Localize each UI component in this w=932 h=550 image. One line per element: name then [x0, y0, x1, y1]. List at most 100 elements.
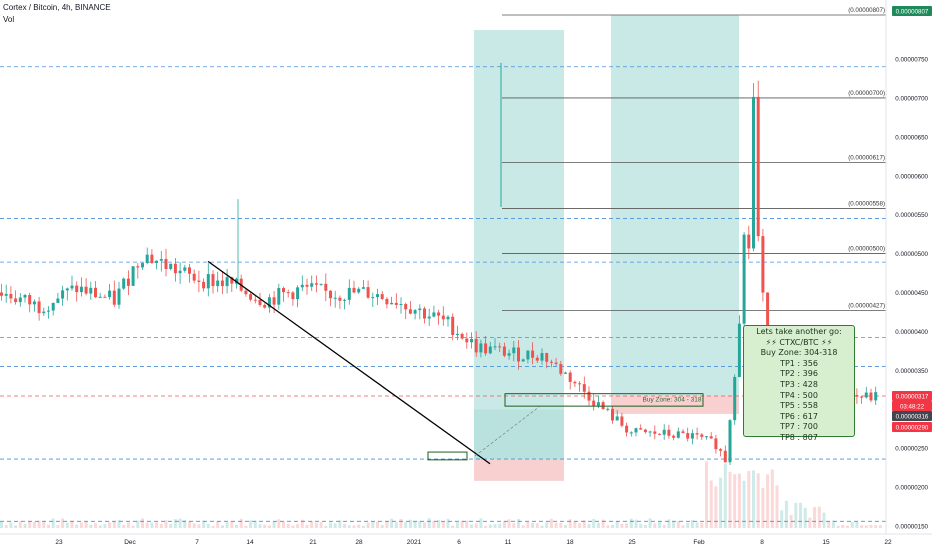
volume-bar	[799, 502, 802, 528]
candle-body	[84, 286, 88, 294]
candle-body	[719, 449, 723, 451]
candle-body	[249, 294, 253, 300]
volume-bar	[296, 524, 300, 528]
candle-body	[343, 299, 347, 301]
volume-bar	[202, 520, 206, 528]
note-line: TP1 : 356	[780, 358, 818, 368]
volume-bar	[366, 522, 370, 528]
time-tick-label: Dec	[124, 539, 136, 546]
price-tag	[892, 411, 932, 422]
price-tag-text: 03:48:22	[900, 404, 925, 411]
volume-bar	[822, 512, 826, 528]
candle-body	[23, 295, 27, 298]
candle-body	[244, 290, 248, 295]
note-line: TP8 : 807	[780, 432, 818, 442]
price-tag	[892, 391, 932, 402]
volume-bar	[51, 518, 55, 528]
volume-bar	[507, 519, 511, 528]
volume-bar	[869, 524, 873, 528]
volume-bar	[89, 524, 93, 528]
candle-body	[9, 293, 13, 299]
volume-bar	[752, 470, 755, 528]
candle-body	[253, 299, 257, 301]
volume-bar	[775, 485, 779, 528]
volume-bar	[451, 525, 455, 528]
volume-bar	[676, 521, 680, 528]
candle-body	[319, 283, 323, 285]
volume-bar	[343, 523, 347, 528]
target-label: (0.00000700)	[848, 90, 885, 97]
volume-bar	[465, 520, 469, 528]
volume-bar	[136, 520, 140, 528]
candle-body	[277, 288, 281, 305]
candle-body	[131, 266, 135, 286]
candle-body	[216, 280, 220, 287]
volume-indicator-label[interactable]: Vol	[3, 15, 15, 24]
volume-bar	[173, 519, 177, 528]
volume-bar	[399, 518, 403, 528]
chart-title: Cortex / Bitcoin, 4h, BINANCE	[3, 3, 111, 12]
volume-bar	[484, 525, 488, 528]
candle-body	[507, 353, 511, 356]
candle-body	[498, 346, 502, 348]
candle-body	[502, 346, 506, 356]
volume-bar	[643, 524, 647, 528]
candle-body	[479, 343, 483, 353]
price-tick-label: 0.00000400	[895, 329, 928, 336]
volume-bar	[404, 522, 408, 528]
volume-bar	[310, 521, 314, 528]
volume-bar	[874, 525, 878, 528]
entry-zone	[474, 409, 564, 460]
candle-body	[564, 372, 567, 374]
price-tag	[892, 6, 932, 16]
profit-zone	[474, 30, 564, 410]
candle-body	[296, 287, 300, 300]
volume-bar	[578, 523, 582, 528]
volume-bar	[474, 523, 478, 528]
candle-body	[173, 263, 177, 274]
volume-bar	[291, 525, 295, 528]
candle-body	[220, 280, 224, 287]
volume-bar	[244, 525, 248, 528]
volume-bar	[159, 523, 163, 528]
candle-body	[446, 316, 450, 320]
price-tag-text: 0.00000290	[896, 425, 929, 432]
candle-body	[676, 431, 680, 438]
candle-body	[535, 357, 539, 361]
candle-body	[94, 287, 97, 298]
volume-bar	[587, 524, 591, 528]
candle-body	[625, 425, 629, 433]
volume-bar	[634, 519, 638, 528]
time-tick-label: 18	[566, 539, 574, 546]
candle-body	[869, 392, 873, 401]
candle-body	[648, 431, 652, 433]
candle-body	[314, 283, 318, 285]
volume-bar	[573, 521, 577, 528]
volume-bar	[47, 524, 50, 528]
candle-body	[667, 429, 671, 436]
volume-bar	[394, 522, 398, 528]
target-zone	[611, 15, 739, 397]
volume-bar	[14, 525, 18, 528]
volume-bar	[437, 519, 441, 528]
time-tick-label: 11	[505, 539, 512, 546]
candle-body	[404, 304, 408, 310]
volume-bar	[169, 523, 173, 528]
candle-body	[28, 295, 32, 305]
volume-bar	[733, 474, 737, 528]
price-tick-label: 0.00000250	[895, 446, 928, 453]
note-line: TP5 : 558	[780, 401, 818, 411]
volume-bar	[653, 523, 657, 528]
candle-body	[474, 339, 478, 353]
candle-body	[42, 311, 46, 314]
note-line: TP3 : 428	[780, 379, 818, 389]
candle-body	[192, 273, 196, 281]
volume-bar	[841, 525, 845, 528]
volume-bar	[376, 521, 379, 528]
candle-body	[183, 267, 187, 271]
volume-bar	[700, 522, 704, 528]
candle-body	[611, 408, 614, 421]
volume-bar	[846, 525, 849, 528]
volume-bar	[183, 520, 187, 528]
